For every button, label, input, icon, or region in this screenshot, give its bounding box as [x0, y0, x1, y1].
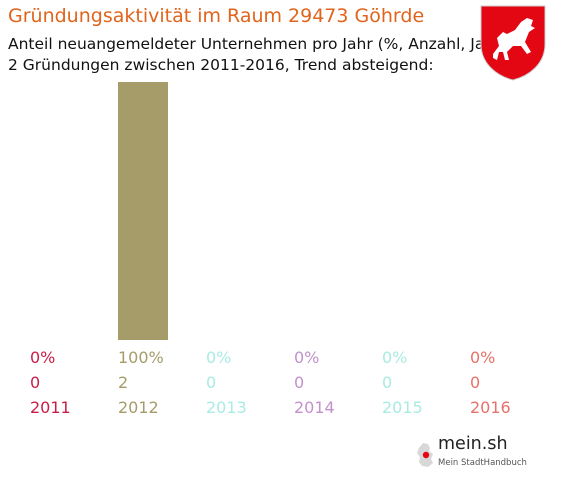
year-label-2014: 2014 [294, 398, 335, 417]
percent-label-2013: 0% [206, 348, 232, 367]
bar-chart [118, 82, 168, 340]
percent-label-2011: 0% [30, 348, 56, 367]
count-label-2015: 0 [382, 373, 393, 392]
chart-subtitle: Anteil neuangemeldeter Unternehmen pro J… [8, 35, 507, 53]
brand-name: mein.sh [438, 434, 508, 454]
count-label-2014: 0 [294, 373, 305, 392]
germany-map-icon [417, 443, 433, 467]
brand-logo[interactable]: mein.sh Mein StadtHandbuch [415, 434, 527, 474]
year-label-2013: 2013 [206, 398, 247, 417]
year-label-2016: 2016 [470, 398, 511, 417]
year-label-2011: 2011 [30, 398, 71, 417]
count-label-2012: 2 [118, 373, 129, 392]
count-label-2011: 0 [30, 373, 41, 392]
chart-summary: 2 Gründungen zwischen 2011-2016, Trend a… [8, 56, 434, 74]
percent-label-2015: 0% [382, 348, 408, 367]
year-label-2015: 2015 [382, 398, 423, 417]
count-label-2016: 0 [470, 373, 481, 392]
count-label-2013: 0 [206, 373, 217, 392]
year-label-2012: 2012 [118, 398, 159, 417]
brand-tagline: Mein StadtHandbuch [438, 458, 527, 468]
percent-label-2012: 100% [118, 348, 164, 367]
lower-saxony-horse-crest-icon [480, 5, 546, 81]
percent-label-2016: 0% [470, 348, 496, 367]
page-title: Gründungsaktivität im Raum 29473 Göhrde [8, 5, 425, 27]
percent-label-2014: 0% [294, 348, 320, 367]
bar-2012 [118, 82, 168, 340]
